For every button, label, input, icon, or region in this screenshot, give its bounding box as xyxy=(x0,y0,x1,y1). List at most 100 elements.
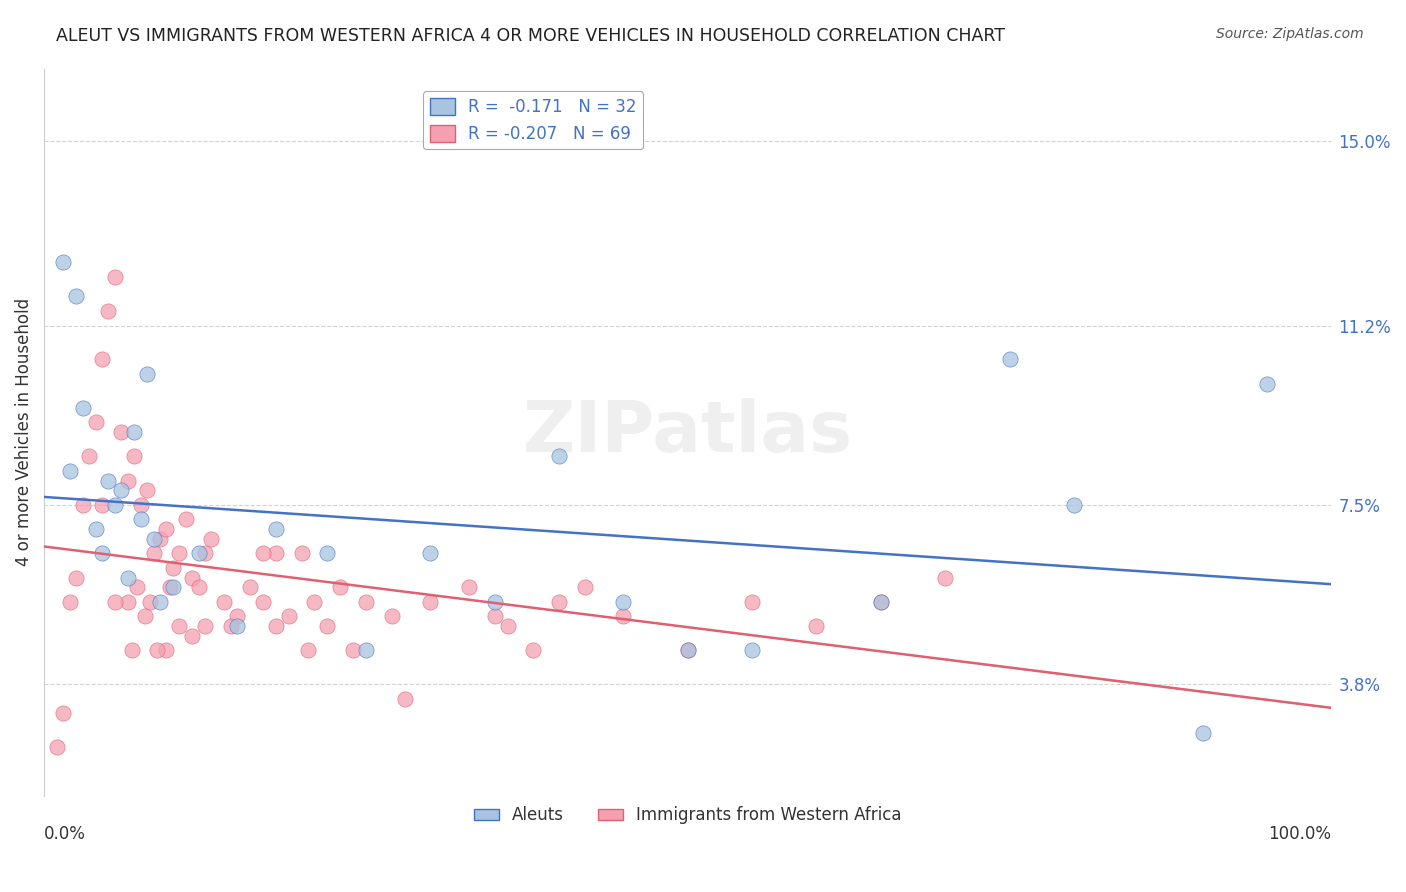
Point xyxy=(741,595,763,609)
Point xyxy=(869,595,891,609)
Point xyxy=(142,546,165,560)
Point xyxy=(155,643,177,657)
Point xyxy=(200,532,222,546)
Point xyxy=(59,464,82,478)
Point xyxy=(226,619,249,633)
Point xyxy=(277,609,299,624)
Point xyxy=(522,643,544,657)
Point xyxy=(122,425,145,440)
Text: 100.0%: 100.0% xyxy=(1268,825,1331,843)
Point xyxy=(84,416,107,430)
Point xyxy=(84,522,107,536)
Point xyxy=(72,498,94,512)
Point xyxy=(394,691,416,706)
Point xyxy=(149,595,172,609)
Point xyxy=(125,580,148,594)
Point xyxy=(381,609,404,624)
Point xyxy=(252,546,274,560)
Point xyxy=(741,643,763,657)
Point xyxy=(806,619,828,633)
Point xyxy=(264,546,287,560)
Point xyxy=(612,609,634,624)
Point xyxy=(316,546,339,560)
Point xyxy=(304,595,326,609)
Point xyxy=(574,580,596,594)
Point xyxy=(117,474,139,488)
Point xyxy=(226,609,249,624)
Text: 0.0%: 0.0% xyxy=(44,825,86,843)
Point xyxy=(419,595,441,609)
Point xyxy=(264,522,287,536)
Point xyxy=(52,706,75,721)
Point xyxy=(129,512,152,526)
Point xyxy=(354,643,377,657)
Point xyxy=(162,561,184,575)
Point xyxy=(187,580,209,594)
Point xyxy=(187,546,209,560)
Point xyxy=(121,643,143,657)
Point xyxy=(136,367,159,381)
Point xyxy=(297,643,319,657)
Point xyxy=(159,580,181,594)
Point xyxy=(104,498,127,512)
Point xyxy=(155,522,177,536)
Y-axis label: 4 or more Vehicles in Household: 4 or more Vehicles in Household xyxy=(15,298,32,566)
Point xyxy=(149,532,172,546)
Point xyxy=(1063,498,1085,512)
Point xyxy=(117,571,139,585)
Text: ZIPatlas: ZIPatlas xyxy=(523,398,853,467)
Point xyxy=(676,643,699,657)
Point xyxy=(181,629,204,643)
Text: ALEUT VS IMMIGRANTS FROM WESTERN AFRICA 4 OR MORE VEHICLES IN HOUSEHOLD CORRELAT: ALEUT VS IMMIGRANTS FROM WESTERN AFRICA … xyxy=(56,27,1005,45)
Point xyxy=(122,450,145,464)
Point xyxy=(612,595,634,609)
Point xyxy=(129,498,152,512)
Point xyxy=(1256,376,1278,391)
Point xyxy=(219,619,242,633)
Point xyxy=(194,619,217,633)
Legend: Aleuts, Immigrants from Western Africa: Aleuts, Immigrants from Western Africa xyxy=(467,800,908,831)
Point xyxy=(290,546,312,560)
Text: Source: ZipAtlas.com: Source: ZipAtlas.com xyxy=(1216,27,1364,41)
Point xyxy=(174,512,197,526)
Point xyxy=(998,352,1021,367)
Point xyxy=(496,619,519,633)
Point xyxy=(419,546,441,560)
Point xyxy=(316,619,339,633)
Point xyxy=(169,619,191,633)
Point xyxy=(104,270,127,285)
Point xyxy=(484,595,506,609)
Point xyxy=(194,546,217,560)
Point xyxy=(329,580,352,594)
Point xyxy=(1191,726,1213,740)
Point xyxy=(77,450,100,464)
Point xyxy=(548,595,571,609)
Point xyxy=(214,595,236,609)
Point xyxy=(676,643,699,657)
Point xyxy=(138,595,160,609)
Point xyxy=(239,580,262,594)
Point xyxy=(46,740,69,755)
Point xyxy=(181,571,204,585)
Point xyxy=(97,304,120,318)
Point xyxy=(142,532,165,546)
Point xyxy=(162,580,184,594)
Point xyxy=(72,401,94,415)
Point xyxy=(134,609,156,624)
Point xyxy=(136,483,159,498)
Point xyxy=(104,595,127,609)
Point xyxy=(169,546,191,560)
Point xyxy=(354,595,377,609)
Point xyxy=(65,289,87,303)
Point xyxy=(548,450,571,464)
Point xyxy=(97,474,120,488)
Point xyxy=(110,483,132,498)
Point xyxy=(110,425,132,440)
Point xyxy=(869,595,891,609)
Point xyxy=(484,609,506,624)
Point xyxy=(59,595,82,609)
Point xyxy=(342,643,364,657)
Point xyxy=(457,580,479,594)
Point xyxy=(264,619,287,633)
Point xyxy=(91,498,114,512)
